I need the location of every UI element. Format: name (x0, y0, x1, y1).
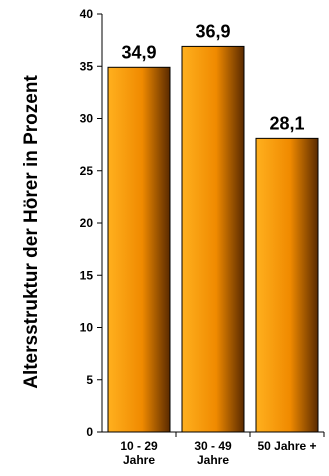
bar (255, 137, 319, 433)
data-label: 34,9 (121, 42, 156, 62)
y-tick-label: 35 (80, 59, 94, 73)
y-tick-label: 0 (86, 425, 93, 439)
y-axis-title: Altersstruktur der Hörer in Prozent (21, 75, 42, 389)
data-label: 36,9 (195, 21, 230, 41)
y-tick-label: 30 (80, 112, 94, 126)
y-tick-label: 25 (80, 164, 94, 178)
x-tick-label: 10 - 29 (120, 439, 158, 453)
data-label: 28,1 (269, 113, 304, 133)
y-tick-label: 15 (80, 268, 94, 282)
bar (181, 45, 245, 433)
y-tick-label: 10 (80, 321, 94, 335)
x-tick-label: Jahre (197, 453, 229, 467)
bar (107, 66, 171, 433)
y-tick-label: 20 (80, 216, 94, 230)
x-tick-label: 50 Jahre + (257, 439, 316, 453)
x-tick-label: 30 - 49 (194, 439, 232, 453)
y-tick-label: 5 (86, 373, 93, 387)
x-tick-label: Jahre (123, 453, 155, 467)
y-tick-label: 40 (80, 7, 94, 21)
